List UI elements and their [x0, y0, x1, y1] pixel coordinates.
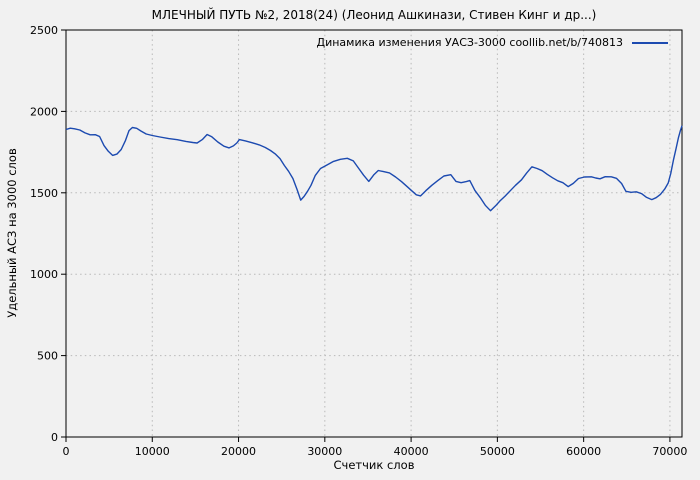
- svg-text:0: 0: [51, 431, 58, 444]
- svg-text:500: 500: [37, 350, 58, 363]
- svg-text:0: 0: [63, 445, 70, 458]
- svg-text:2500: 2500: [30, 24, 58, 37]
- x-axis-label: Счетчик слов: [333, 458, 415, 472]
- legend: Динамика изменения УАСЗ-3000 coollib.net…: [316, 36, 668, 49]
- legend-line-sample: [632, 41, 668, 44]
- svg-text:30000: 30000: [307, 445, 342, 458]
- svg-text:1000: 1000: [30, 268, 58, 281]
- svg-text:10000: 10000: [135, 445, 170, 458]
- svg-text:40000: 40000: [394, 445, 429, 458]
- legend-series-label: Динамика изменения УАСЗ-3000 coollib.net…: [316, 36, 624, 49]
- svg-text:20000: 20000: [221, 445, 256, 458]
- svg-text:1500: 1500: [30, 187, 58, 200]
- chart-title: МЛЕЧНЫЙ ПУТЬ №2, 2018(24) (Леонид Ашкина…: [151, 8, 597, 22]
- svg-text:50000: 50000: [480, 445, 515, 458]
- svg-text:2000: 2000: [30, 105, 58, 118]
- svg-text:60000: 60000: [566, 445, 601, 458]
- svg-text:70000: 70000: [652, 445, 687, 458]
